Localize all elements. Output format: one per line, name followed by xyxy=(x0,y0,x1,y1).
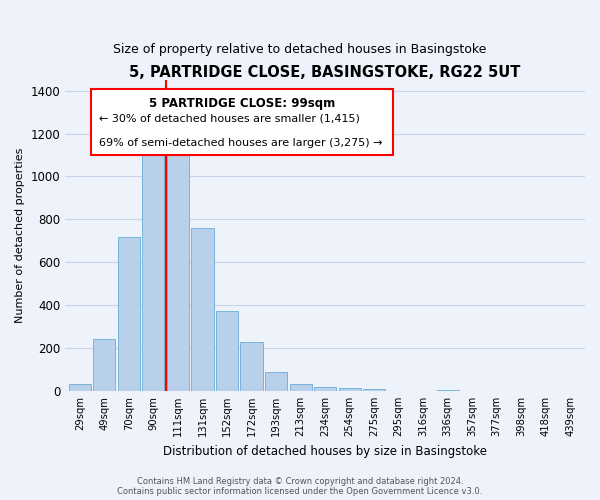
X-axis label: Distribution of detached houses by size in Basingstoke: Distribution of detached houses by size … xyxy=(163,444,487,458)
Bar xyxy=(314,386,336,391)
Bar xyxy=(142,154,164,391)
Text: Contains HM Land Registry data © Crown copyright and database right 2024.: Contains HM Land Registry data © Crown c… xyxy=(137,477,463,486)
Text: Size of property relative to detached houses in Basingstoke: Size of property relative to detached ho… xyxy=(113,42,487,56)
Bar xyxy=(241,342,263,391)
Bar xyxy=(290,384,311,391)
Bar xyxy=(69,384,91,391)
Bar xyxy=(191,228,214,391)
Text: Contains public sector information licensed under the Open Government Licence v3: Contains public sector information licen… xyxy=(118,487,482,496)
FancyBboxPatch shape xyxy=(91,90,392,154)
Title: 5, PARTRIDGE CLOSE, BASINGSTOKE, RG22 5UT: 5, PARTRIDGE CLOSE, BASINGSTOKE, RG22 5U… xyxy=(130,65,521,80)
Bar xyxy=(118,236,140,391)
Bar xyxy=(167,151,189,391)
Bar xyxy=(265,372,287,391)
Bar xyxy=(94,340,115,391)
Bar xyxy=(216,310,238,391)
Text: 5 PARTRIDGE CLOSE: 99sqm: 5 PARTRIDGE CLOSE: 99sqm xyxy=(149,97,335,110)
Bar xyxy=(363,389,385,391)
Text: ← 30% of detached houses are smaller (1,415): ← 30% of detached houses are smaller (1,… xyxy=(99,114,360,124)
Text: 69% of semi-detached houses are larger (3,275) →: 69% of semi-detached houses are larger (… xyxy=(99,138,382,148)
Y-axis label: Number of detached properties: Number of detached properties xyxy=(15,148,25,323)
Bar xyxy=(338,388,361,391)
Bar xyxy=(437,390,459,391)
